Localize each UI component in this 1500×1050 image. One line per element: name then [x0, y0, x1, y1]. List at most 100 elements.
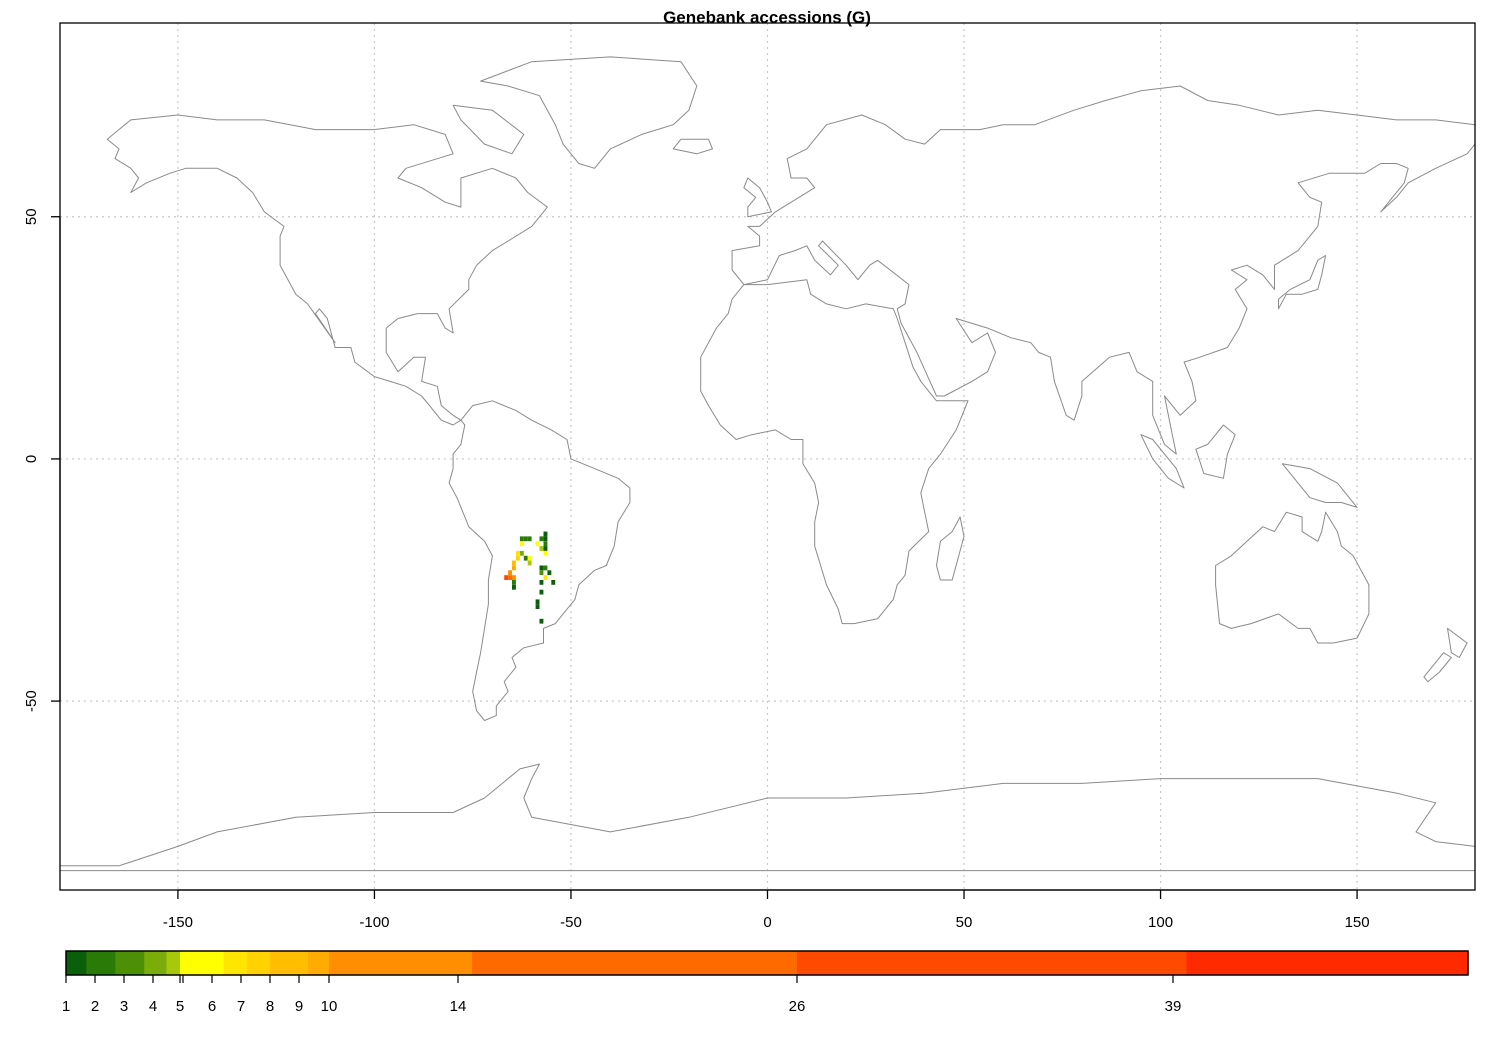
- data-cell: [543, 541, 548, 547]
- legend-swatch: [308, 951, 330, 975]
- x-tick-label: 0: [763, 914, 771, 931]
- landmass-new-zealand-s: [1423, 652, 1452, 683]
- legend-label: 1: [62, 998, 70, 1015]
- x-axis: -150 -100 -50 0 50 100 150: [163, 889, 1370, 931]
- y-axis: 50 0 -50: [23, 208, 61, 712]
- data-cell: [504, 575, 509, 580]
- legend-swatch: [180, 951, 225, 975]
- y-tick-label: -50: [23, 690, 40, 712]
- legend-label: 3: [120, 998, 128, 1015]
- legend-label: 9: [295, 998, 303, 1015]
- data-cell: [547, 570, 552, 576]
- gridlines: [60, 23, 1475, 890]
- data-cell: [535, 599, 540, 605]
- data-cell: [543, 575, 548, 580]
- landmass-eurasia: [731, 85, 1476, 455]
- x-tick-label: -150: [163, 914, 193, 931]
- data-cell: [512, 584, 516, 590]
- land-outlines: [59, 56, 1476, 872]
- data-cell: [543, 565, 548, 571]
- legend-swatch: [86, 951, 116, 975]
- legend-label: 39: [1165, 998, 1182, 1015]
- x-tick-label: 100: [1148, 914, 1173, 931]
- legend-swatch: [66, 951, 87, 975]
- data-cell: [519, 550, 524, 556]
- data-cell: [519, 541, 524, 547]
- legend-label: 26: [789, 998, 806, 1015]
- legend-swatch: [223, 951, 248, 975]
- data-cell: [539, 589, 544, 595]
- landmass-south-america: [448, 400, 631, 721]
- x-tick-label: -50: [560, 914, 582, 931]
- y-tick-label: 0: [23, 455, 40, 463]
- data-cell: [512, 560, 516, 566]
- data-cell: [551, 580, 556, 585]
- landmass-antarctica: [59, 763, 1476, 872]
- legend-frame: [65, 950, 1469, 976]
- legend-label: 5: [176, 998, 184, 1015]
- data-cell: [543, 546, 548, 551]
- data-cell: [508, 570, 512, 576]
- landmass-borneo: [1195, 424, 1236, 479]
- x-tick-label: 150: [1345, 914, 1370, 931]
- legend-label: 10: [321, 998, 338, 1015]
- landmass-baffin: [452, 104, 525, 155]
- data-cell: [523, 536, 528, 542]
- legend-swatch: [144, 951, 168, 975]
- data-cell: [539, 565, 544, 571]
- data-cell: [515, 550, 520, 556]
- legend-swatch: [115, 951, 145, 975]
- data-cell: [512, 575, 516, 580]
- legend-label: 6: [208, 998, 216, 1015]
- data-cell: [515, 555, 520, 561]
- data-cells: [504, 531, 556, 624]
- data-cell: [539, 546, 544, 551]
- x-tick-label: 50: [956, 914, 973, 931]
- legend-label: 8: [266, 998, 274, 1015]
- data-cell: [539, 618, 544, 624]
- legend-swatch: [329, 951, 473, 975]
- data-cell: [543, 536, 548, 542]
- data-cell: [539, 536, 544, 542]
- legend-swatch: [166, 951, 181, 975]
- legend-swatch: [270, 951, 309, 975]
- y-tick-label: 50: [23, 208, 40, 225]
- data-cell: [543, 550, 548, 556]
- data-cell: [527, 555, 532, 561]
- legend-label: 14: [450, 998, 467, 1015]
- data-cell: [535, 541, 540, 547]
- legend-label: 4: [149, 998, 157, 1015]
- legend-swatch: [797, 951, 1187, 975]
- data-cell: [539, 580, 544, 585]
- landmass-north-america: [106, 114, 548, 426]
- data-cell: [508, 575, 512, 580]
- legend-label: 7: [237, 998, 245, 1015]
- data-cell: [543, 531, 548, 537]
- data-cell: [519, 536, 524, 542]
- legend-swatch: [1186, 951, 1469, 975]
- landmass-greenland: [480, 56, 698, 169]
- landmass-new-guinea: [1281, 463, 1358, 508]
- landmass-sumatra: [1140, 434, 1185, 489]
- landmass-iceland: [672, 138, 713, 155]
- chart-title: Genebank accessions (G): [663, 8, 871, 27]
- landmass-madagascar: [936, 516, 965, 581]
- x-tick-label: -100: [359, 914, 389, 931]
- color-legend: 1 2 3 4 5 6 7 8 9 10 14 26 39: [62, 950, 1469, 1015]
- data-cell: [512, 580, 516, 585]
- data-cell: [539, 570, 544, 576]
- legend-label: 2: [91, 998, 99, 1015]
- landmass-japan: [1278, 255, 1327, 310]
- landmass-new-zealand-n: [1447, 627, 1468, 658]
- landmass-britain: [743, 177, 772, 218]
- data-cell: [527, 560, 532, 566]
- legend-swatch: [472, 951, 798, 975]
- data-cell: [527, 536, 532, 542]
- data-cell: [523, 555, 528, 561]
- landmass-australia: [1215, 511, 1370, 644]
- legend-swatch: [246, 951, 271, 975]
- landmass-africa: [700, 279, 969, 625]
- data-cell: [535, 604, 540, 609]
- data-cell: [512, 565, 516, 571]
